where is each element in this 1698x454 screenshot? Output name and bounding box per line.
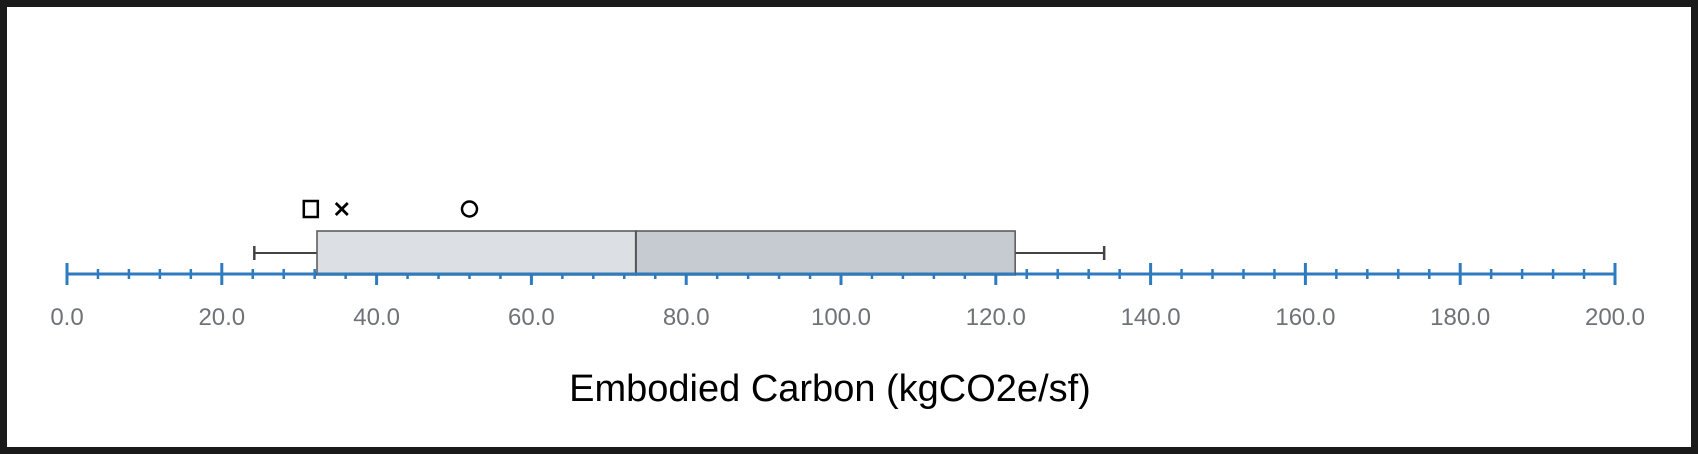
tick-label: 180.0	[1430, 304, 1490, 331]
tick-label: 200.0	[1585, 304, 1645, 331]
tick-label: 140.0	[1121, 304, 1181, 331]
tick-label: 100.0	[811, 304, 871, 331]
cross-marker	[334, 202, 349, 216]
cross-marker-stroke	[334, 202, 349, 216]
tick-label: 20.0	[198, 304, 245, 331]
circle-marker	[460, 200, 479, 218]
box-plot	[253, 230, 1106, 276]
markers	[302, 199, 479, 219]
tick-label: 160.0	[1275, 304, 1335, 331]
square-marker	[302, 199, 320, 219]
tick-label: 80.0	[663, 304, 710, 331]
x-axis-title: Embodied Carbon (kgCO2e/sf)	[569, 368, 1091, 410]
tick-label: 120.0	[966, 304, 1026, 331]
lower-quartile-box	[316, 230, 637, 276]
tick-label: 0.0	[50, 304, 83, 331]
tick-label: 60.0	[508, 304, 555, 331]
tick-label: 40.0	[353, 304, 400, 331]
upper-quartile-box	[635, 230, 1016, 276]
